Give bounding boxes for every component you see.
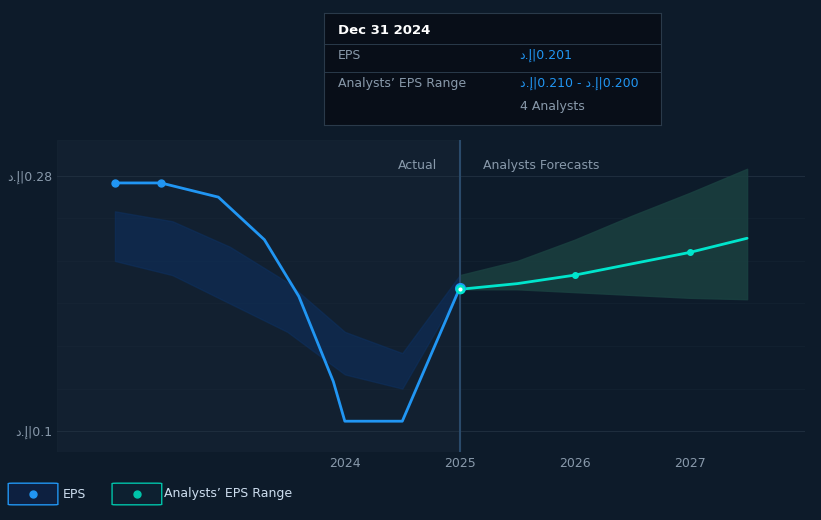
Text: EPS: EPS xyxy=(62,488,85,500)
Text: Dec 31 2024: Dec 31 2024 xyxy=(337,24,430,37)
Text: Actual: Actual xyxy=(397,159,437,172)
FancyBboxPatch shape xyxy=(8,483,57,505)
Text: Analysts Forecasts: Analysts Forecasts xyxy=(483,159,599,172)
Text: د.إ|0.201: د.إ|0.201 xyxy=(520,49,572,62)
Text: د.إ|0.210 - د.إ|0.200: د.إ|0.210 - د.إ|0.200 xyxy=(520,77,638,90)
Text: 4 Analysts: 4 Analysts xyxy=(520,100,585,113)
FancyBboxPatch shape xyxy=(112,483,162,505)
Bar xyxy=(57,140,460,452)
Text: Analysts’ EPS Range: Analysts’ EPS Range xyxy=(164,488,292,500)
Text: Analysts’ EPS Range: Analysts’ EPS Range xyxy=(337,77,466,90)
Text: EPS: EPS xyxy=(337,49,361,62)
